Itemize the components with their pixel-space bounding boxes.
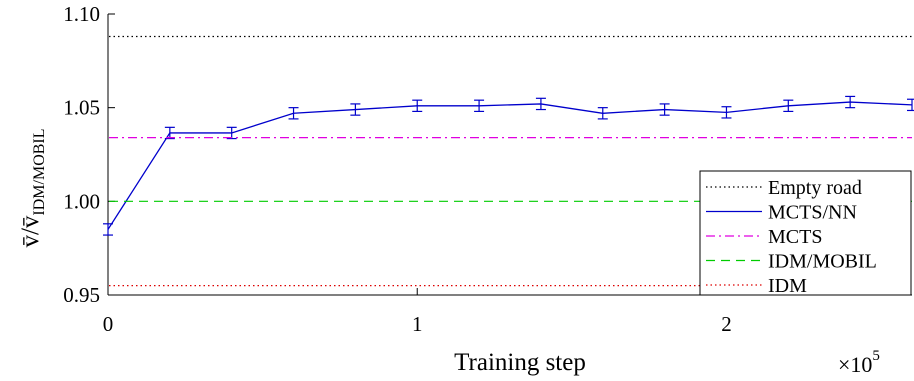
x-tick-label: 2 [721, 312, 732, 336]
error-bar [288, 107, 299, 120]
legend-label-empty-road: Empty road [768, 177, 862, 199]
error-bar [597, 107, 608, 120]
legend-label-mcts-nn: MCTS/NN [768, 202, 857, 224]
series-line-mcts-nn [107, 101, 913, 230]
error-bar [845, 95, 856, 109]
error-bar [783, 99, 794, 113]
x-axis-multiplier-exp: 5 [872, 348, 880, 364]
plot-area: 0.95 1.00 1.05 1.10 0 1 2 [63, 2, 914, 336]
legend-box [699, 170, 912, 296]
x-axis-multiplier-base: ×10 [838, 352, 872, 377]
error-bar [535, 97, 546, 111]
error-bar [721, 106, 732, 119]
y-axis-label-sub: IDM/MOBIL [31, 128, 48, 215]
error-bar [474, 99, 485, 113]
error-bar [412, 99, 423, 113]
error-bar [350, 103, 361, 116]
y-tick-label: 1.05 [63, 96, 100, 120]
y-tick-label: 1.00 [63, 189, 100, 213]
error-bar [164, 126, 175, 140]
x-axis-multiplier: ×105 [838, 348, 880, 377]
error-bar [659, 103, 670, 116]
y-tick-label: 0.95 [63, 283, 100, 307]
error-bar [226, 126, 237, 140]
legend-label-idm-mobil: IDM/MOBIL [768, 251, 877, 273]
error-bar [103, 223, 113, 236]
x-axis-label: Training step [454, 349, 586, 376]
y-axis-label-main: v̄/v̄ [17, 215, 44, 247]
y-axis-label: v̄/v̄IDM/MOBIL [17, 128, 48, 247]
y-tick-label: 1.10 [63, 2, 100, 26]
error-bar [907, 98, 914, 112]
x-tick-label: 1 [412, 312, 423, 336]
legend-label-idm: IDM [768, 275, 807, 297]
legend-label-mcts: MCTS [768, 226, 822, 248]
x-tick-label: 0 [103, 312, 114, 336]
